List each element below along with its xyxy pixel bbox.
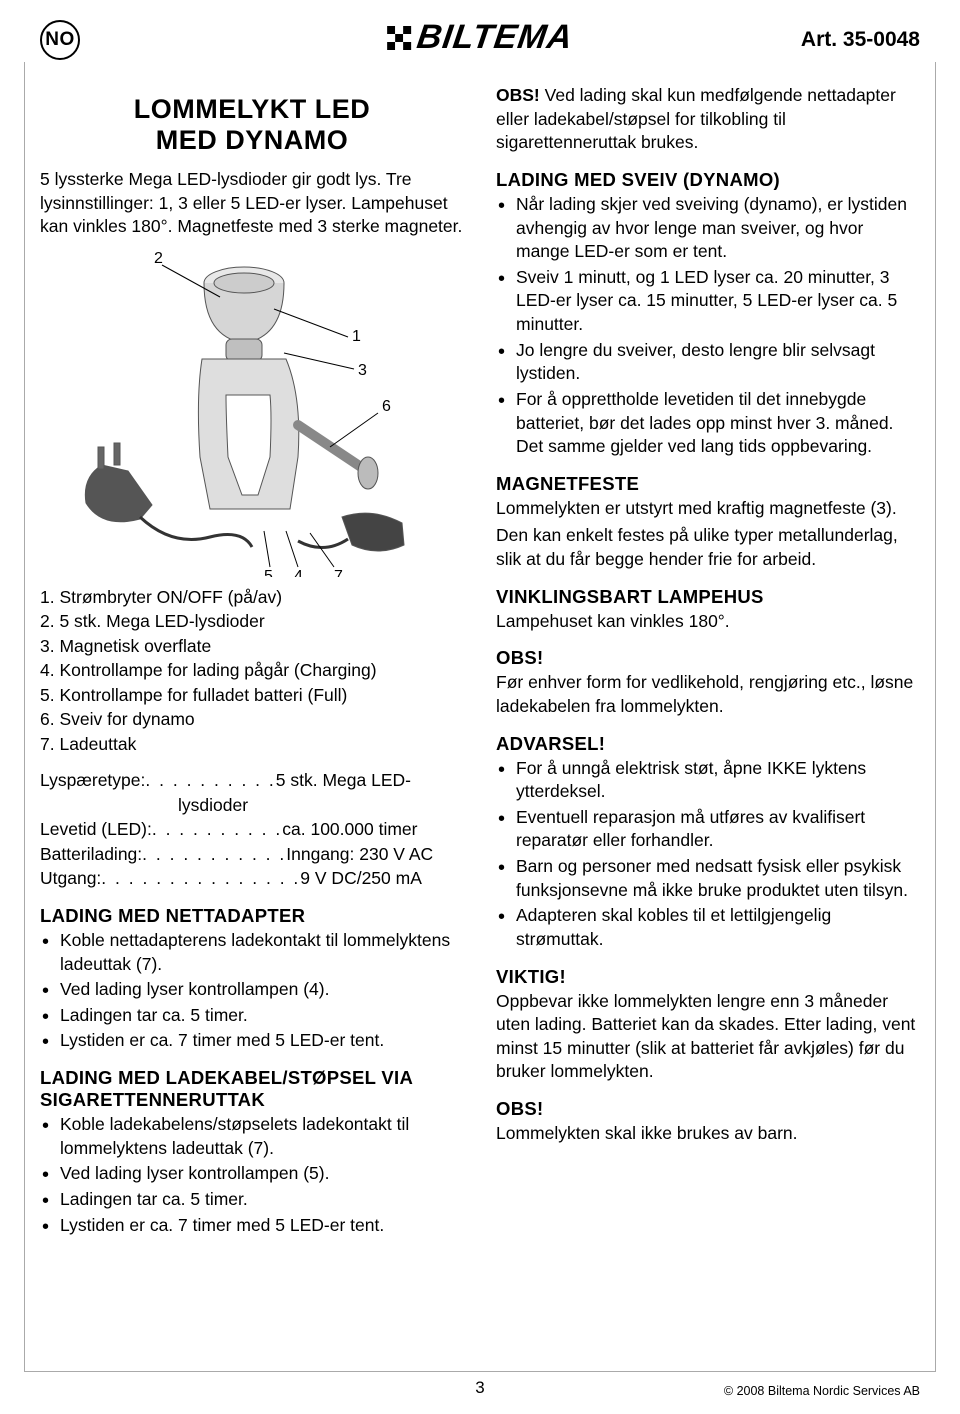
obs-note-1: OBS! Ved lading skal kun medfølgende net… [496,84,920,155]
title-line-2: MED DYNAMO [156,125,349,155]
part-6: 6. Sveiv for dynamo [40,707,464,732]
heading-dynamo: LADING MED SVEIV (DYNAMO) [496,169,920,191]
checker-icon [387,26,411,50]
spec-value: 5 stk. Mega LED- [276,768,411,793]
part-3: 3. Magnetisk overflate [40,634,464,659]
part-7: 7. Ladeuttak [40,732,464,757]
product-title: LOMMELYKT LED MED DYNAMO [40,94,464,156]
list-item: Lystiden er ca. 7 timer med 5 LED-er ten… [60,1214,464,1238]
heading-tilt: VINKLINGSBART LAMPEHUS [496,586,920,608]
list-item: Ved lading lyser kontrollampen (4). [60,978,464,1002]
magnet-p1: Lommelykten er utstyrt med kraftig magne… [496,497,920,521]
warning-list: For å unngå elektrisk støt, åpne IKKE ly… [496,757,920,952]
spec-label: Batterilading: [40,842,142,867]
part-1: 1. Strømbryter ON/OFF (på/av) [40,585,464,610]
fig-label-3: 3 [358,362,367,379]
spec-row-bulb: Lyspæretype: . . . . . . . . . . 5 stk. … [40,768,464,793]
content-columns: LOMMELYKT LED MED DYNAMO 5 lyssterke Meg… [40,76,920,1239]
list-item: Sveiv 1 minutt, og 1 LED lyser ca. 20 mi… [516,266,920,337]
brand-text: BILTEMA [414,18,575,57]
spec-row-output: Utgang: . . . . . . . . . . . . . . . 9 … [40,866,464,891]
parts-list: 1. Strømbryter ON/OFF (på/av) 2. 5 stk. … [40,585,464,757]
spec-dots: . . . . . . . . . . . [142,842,286,867]
obs-text: Ved lading skal kun medfølgende nettadap… [496,85,896,152]
page-number: 3 [475,1378,484,1398]
title-line-1: LOMMELYKT LED [134,94,371,124]
spec-label: Utgang: [40,866,101,891]
spec-value: Inngang: 230 V AC [286,842,433,867]
spec-row-life: Levetid (LED): . . . . . . . . . . ca. 1… [40,817,464,842]
important-p: Oppbevar ikke lommelykten lengre enn 3 m… [496,990,920,1085]
tilt-p: Lampehuset kan vinkles 180°. [496,610,920,634]
spec-row-charge: Batterilading: . . . . . . . . . . . Inn… [40,842,464,867]
heading-cable: LADING MED LADEKABEL/STØPSEL VIA SIGARET… [40,1067,464,1111]
fig-label-4: 4 [294,568,303,577]
heading-obs2: OBS! [496,647,920,669]
fig-label-1: 1 [352,328,361,345]
copyright: © 2008 Biltema Nordic Services AB [724,1384,920,1398]
spec-dots: . . . . . . . . . . . . . . . [101,866,300,891]
language-badge: NO [40,20,80,60]
spec-label: Levetid (LED): [40,817,152,842]
cable-list: Koble ladekabelens/støpselets ladekontak… [40,1113,464,1237]
net-adapter-list: Koble nettadapterens ladekontakt til lom… [40,929,464,1053]
spec-value: 9 V DC/250 mA [300,866,422,891]
left-column: LOMMELYKT LED MED DYNAMO 5 lyssterke Meg… [40,76,464,1239]
fig-label-5: 5 [264,568,273,577]
dynamo-list: Når lading skjer ved sveiving (dynamo), … [496,193,920,459]
list-item: For å unngå elektrisk støt, åpne IKKE ly… [516,757,920,804]
spec-value: ca. 100.000 timer [282,817,417,842]
spec-label: Lyspæretype: [40,768,145,793]
intro-text: 5 lyssterke Mega LED-lysdioder gir godt … [40,168,464,239]
list-item: For å opprettholde levetiden til det inn… [516,388,920,459]
list-item: Ladingen tar ca. 5 timer. [60,1004,464,1028]
list-item: Koble nettadapterens ladekontakt til lom… [60,929,464,976]
obs-label: OBS! [496,85,545,105]
part-4: 4. Kontrollampe for lading pågår (Chargi… [40,658,464,683]
obs2-p: Før enhver form for vedlikehold, rengjør… [496,671,920,718]
heading-important: VIKTIG! [496,966,920,988]
list-item: Barn og personer med nedsatt fysisk elle… [516,855,920,902]
list-item: Lystiden er ca. 7 timer med 5 LED-er ten… [60,1029,464,1053]
heading-warning: ADVARSEL! [496,733,920,755]
obs3-p: Lommelykten skal ikke brukes av barn. [496,1122,920,1146]
spec-value-cont: lysdioder [178,793,464,818]
product-illustration: 2 1 3 6 5 4 7 [40,247,464,577]
heading-magnet: MAGNETFESTE [496,473,920,495]
product-figure: 2 1 3 6 5 4 7 [40,247,464,577]
spec-dots: . . . . . . . . . . [145,768,275,793]
list-item: Koble ladekabelens/støpselets ladekontak… [60,1113,464,1160]
list-item: Adapteren skal kobles til et lettilgjeng… [516,904,920,951]
list-item: Når lading skjer ved sveiving (dynamo), … [516,193,920,264]
fig-label-2: 2 [154,250,163,267]
fig-label-7: 7 [334,568,343,577]
list-item: Ved lading lyser kontrollampen (5). [60,1162,464,1186]
heading-net-adapter: LADING MED NETTADAPTER [40,905,464,927]
magnet-p2: Den kan enkelt festes på ulike typer met… [496,524,920,571]
brand-logo: BILTEMA [384,18,575,57]
list-item: Ladingen tar ca. 5 timer. [60,1188,464,1212]
spec-dots: . . . . . . . . . . [152,817,282,842]
header-bar: NO BILTEMA Art. 35-0048 [40,20,920,60]
list-item: Jo lengre du sveiver, desto lengre blir … [516,339,920,386]
part-2: 2. 5 stk. Mega LED-lysdioder [40,609,464,634]
right-column: OBS! Ved lading skal kun medfølgende net… [496,76,920,1239]
part-5: 5. Kontrollampe for fulladet batteri (Fu… [40,683,464,708]
footer: 3 © 2008 Biltema Nordic Services AB [40,1384,920,1398]
fig-label-6: 6 [382,398,391,415]
spec-list: Lyspæretype: . . . . . . . . . . 5 stk. … [40,768,464,891]
heading-obs3: OBS! [496,1098,920,1120]
article-number: Art. 35-0048 [801,28,920,52]
list-item: Eventuell reparasjon må utføres av kvali… [516,806,920,853]
